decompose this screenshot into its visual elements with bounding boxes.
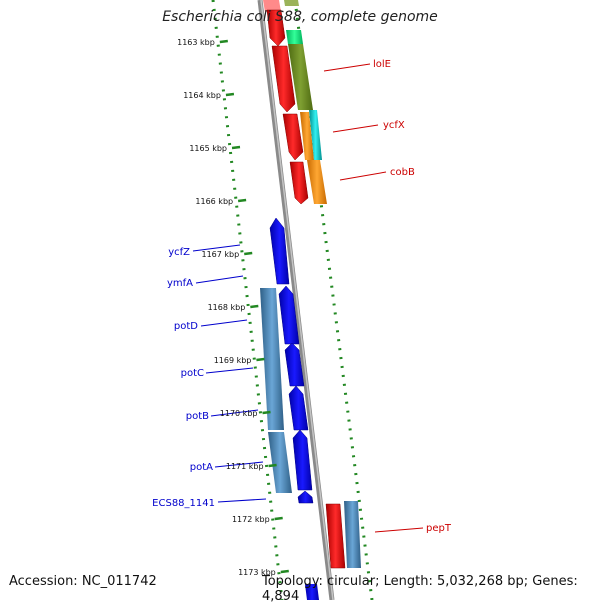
map-title: Escherichia coli S88, complete genome xyxy=(162,9,438,25)
gene-label-ycfX[interactable]: ycfX xyxy=(383,120,405,131)
inner-dotted-ring xyxy=(211,0,284,600)
ruler-tick-mark xyxy=(262,410,271,415)
cds-reverse xyxy=(292,429,313,491)
ruler-tick-label: 1168 kbp xyxy=(208,303,246,312)
feature-potD xyxy=(260,288,284,430)
ruler-tick-label: 1167 kbp xyxy=(202,250,240,259)
cds-forward xyxy=(282,113,304,161)
ruler-tick-mark xyxy=(256,357,265,362)
ruler-tick-mark xyxy=(280,569,289,574)
feature-ycfX xyxy=(309,110,322,160)
gene-label-potC[interactable]: potC xyxy=(181,368,204,379)
cds-reverse xyxy=(297,490,314,504)
gene-label-potB[interactable]: potB xyxy=(186,411,209,422)
gene-label-potD[interactable]: potD xyxy=(174,321,198,332)
gene-label-potA[interactable]: potA xyxy=(190,462,213,473)
cds-forward xyxy=(271,45,296,113)
ruler-tick-label: 1170 kbp xyxy=(220,409,258,418)
cds-forward xyxy=(289,161,309,205)
cds-forward xyxy=(266,9,286,47)
ruler-tick-mark xyxy=(237,198,247,203)
ruler-tick-mark xyxy=(219,39,228,44)
ruler-tick-label: 1171 kbp xyxy=(226,462,264,471)
ruler-tick-label: 1172 kbp xyxy=(232,515,270,524)
accession-text: Accession: NC_011742 xyxy=(9,574,157,589)
cds-reverse xyxy=(278,285,300,345)
cds-reverse-partial xyxy=(305,584,319,600)
feature-pepT-steelblue xyxy=(344,501,361,568)
feature-top-olive xyxy=(284,0,299,6)
ruler-tick-label: 1169 kbp xyxy=(214,356,252,365)
ruler-tick-mark xyxy=(231,145,241,150)
cds-reverse xyxy=(284,342,305,387)
ruler-tick-mark xyxy=(225,92,235,97)
label-leaders xyxy=(192,63,424,533)
ruler-tick-mark xyxy=(274,516,283,521)
feature-top-red xyxy=(263,0,281,12)
feature-cobB xyxy=(307,160,327,204)
feature-ycfX-orange xyxy=(300,112,314,160)
gene-label-cobB[interactable]: cobB xyxy=(390,167,415,178)
feature-lolE xyxy=(288,44,313,110)
gene-label-pepT[interactable]: pepT xyxy=(426,523,452,534)
ruler-ticks: 1163 kbp 1164 kbp 1165 kbp 1166 kbp 1167 kbp… xyxy=(177,38,289,577)
cds-reverse xyxy=(269,217,290,285)
ruler-tick-mark xyxy=(268,463,277,468)
genome-backbone xyxy=(257,0,335,600)
gene-label-ycfZ[interactable]: ycfZ xyxy=(168,247,190,258)
ruler-tick-label: 1166 kbp xyxy=(195,197,233,206)
cds-reverse xyxy=(288,385,309,431)
gene-label-ymfA[interactable]: ymfA xyxy=(167,278,193,289)
ruler-tick-label: 1164 kbp xyxy=(183,91,221,100)
ruler-tick-label: 1165 kbp xyxy=(189,144,227,153)
genome-backbone-highlight xyxy=(260,0,334,600)
gene-label-ECS88_1141[interactable]: ECS88_1141 xyxy=(152,498,215,509)
ruler-tick-mark xyxy=(250,304,259,309)
gene-label-lolE[interactable]: lolE xyxy=(373,59,391,70)
feature-potA xyxy=(268,432,292,493)
ruler-tick-label: 1163 kbp xyxy=(177,38,215,47)
ruler-tick-mark xyxy=(244,251,253,256)
feature-green xyxy=(286,30,303,44)
ruler-tick-label: 1173 kbp xyxy=(238,568,276,577)
cds-forward xyxy=(325,503,346,569)
